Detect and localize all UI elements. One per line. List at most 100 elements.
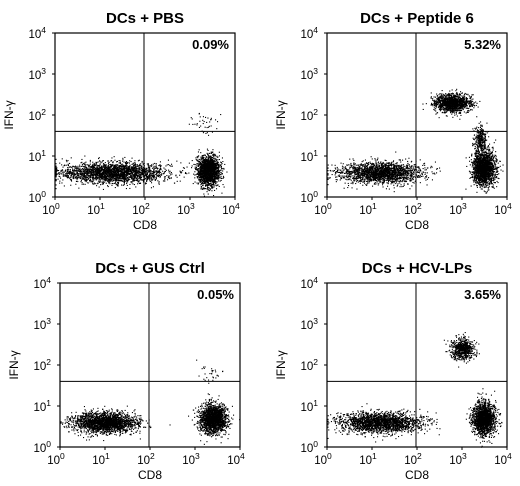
event-dot	[131, 173, 133, 175]
event-dot	[157, 174, 159, 176]
event-dot	[191, 118, 193, 120]
event-dot	[116, 176, 118, 178]
event-dot	[149, 170, 151, 172]
event-dot	[95, 162, 97, 164]
event-dot	[122, 176, 124, 178]
event-dot	[122, 165, 124, 167]
event-dot	[64, 175, 66, 177]
event-dot	[60, 172, 62, 174]
event-dot	[93, 170, 95, 172]
event-dot	[67, 176, 69, 178]
event-dot	[96, 171, 98, 173]
event-dot	[138, 164, 140, 166]
event-dot	[404, 165, 406, 167]
event-dot	[197, 176, 199, 178]
event-dot	[196, 176, 198, 178]
event-dot	[134, 162, 136, 164]
event-dot	[212, 153, 214, 155]
event-dot	[112, 180, 114, 182]
event-dot	[146, 179, 148, 181]
event-dot	[194, 123, 196, 125]
event-dot	[123, 181, 125, 183]
event-dot	[55, 170, 57, 172]
event-dot	[168, 171, 170, 173]
event-dot	[97, 180, 99, 182]
event-dot	[195, 167, 197, 169]
event-dot	[67, 171, 69, 173]
event-dot	[88, 177, 90, 179]
event-dot	[124, 180, 126, 182]
event-dot	[220, 169, 222, 171]
event-dot	[115, 173, 117, 175]
event-dot	[140, 167, 142, 169]
event-dot	[202, 132, 204, 134]
event-dot	[198, 168, 200, 170]
event-dot	[98, 186, 100, 188]
event-dot	[108, 173, 110, 175]
event-dot	[131, 168, 133, 170]
event-dot	[62, 166, 64, 168]
event-dot	[155, 166, 157, 168]
event-dot	[76, 172, 78, 174]
event-dot	[119, 170, 121, 172]
event-dot	[95, 172, 97, 174]
event-dot	[112, 161, 114, 163]
event-dot	[202, 163, 204, 165]
x-tick-labels: 100 101 102 103 104	[42, 197, 240, 217]
event-dot	[364, 182, 366, 184]
event-dot	[136, 170, 138, 172]
event-dot	[95, 174, 97, 176]
event-dot	[92, 168, 94, 170]
event-dot	[176, 176, 178, 178]
event-dot	[88, 170, 90, 172]
event-dot	[103, 170, 105, 172]
event-dot	[222, 177, 224, 179]
event-dot	[153, 173, 155, 175]
event-dot	[107, 179, 109, 181]
event-dot	[164, 176, 166, 178]
event-dot	[204, 166, 206, 168]
event-dot	[208, 167, 210, 169]
event-dot	[210, 119, 212, 121]
event-dot	[84, 166, 86, 168]
y-tick-label: 100	[28, 189, 46, 205]
event-dot	[90, 177, 92, 179]
event-dot	[82, 163, 84, 165]
event-dot	[210, 172, 212, 174]
event-dot	[128, 166, 130, 168]
event-dot	[347, 169, 349, 171]
event-dot	[198, 174, 200, 176]
event-dot	[64, 170, 66, 172]
event-dot	[210, 183, 212, 185]
event-dot	[120, 172, 122, 174]
event-dot	[132, 177, 134, 179]
event-dot	[151, 178, 153, 180]
event-dot	[114, 164, 116, 166]
event-dot	[220, 165, 222, 167]
event-dot	[109, 164, 111, 166]
event-dot	[188, 162, 190, 164]
event-dot	[96, 162, 98, 164]
event-dot	[138, 170, 140, 172]
event-dot	[134, 175, 136, 177]
event-dot	[94, 178, 96, 180]
event-dot	[115, 178, 117, 180]
event-dot	[139, 171, 141, 173]
event-dot	[134, 163, 136, 165]
event-dot	[221, 192, 223, 194]
event-dot	[197, 159, 199, 161]
event-dot	[165, 165, 167, 167]
event-dot	[116, 172, 118, 174]
event-dot	[205, 175, 207, 177]
event-dot	[89, 163, 91, 165]
event-dot	[217, 184, 219, 186]
event-dot	[215, 174, 217, 176]
event-dot	[107, 170, 109, 172]
event-dot	[90, 167, 92, 169]
event-dot	[213, 168, 215, 170]
event-dot	[154, 175, 156, 177]
event-dot	[199, 171, 201, 173]
event-dot	[201, 175, 203, 177]
event-dot	[132, 169, 134, 171]
event-dot	[114, 166, 116, 168]
